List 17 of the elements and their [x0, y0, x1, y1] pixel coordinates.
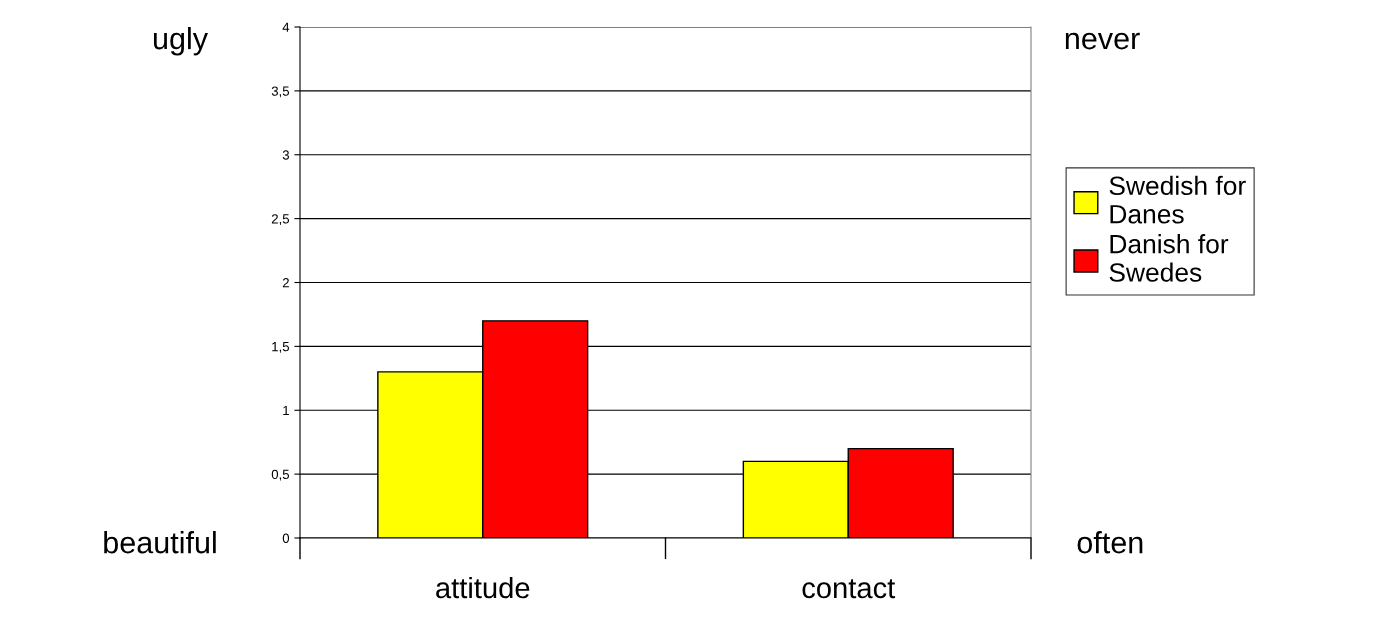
- x-tick-label: attitude: [436, 576, 530, 599]
- legend-label: Danish for Swedes: [1109, 234, 1229, 282]
- y-tick-label: 0,5: [271, 469, 290, 481]
- y-tick-label: 3,5: [271, 86, 290, 98]
- y-tick-label: 2,5: [271, 214, 290, 226]
- y-tick-label: 2: [282, 278, 289, 288]
- text: often: [1077, 531, 1143, 554]
- y-tick-label: 4: [282, 22, 290, 32]
- x-tick-label: contact: [802, 579, 896, 599]
- y-tick-label: 1: [283, 405, 289, 416]
- legend-label: Swedish for Danes: [1109, 175, 1246, 224]
- y-tick-label: 1,5: [272, 342, 290, 353]
- y-tick-label: 3: [282, 150, 289, 160]
- y-tick-label: 0: [282, 533, 290, 543]
- text: ugly: [153, 26, 208, 56]
- text: never: [1065, 32, 1140, 50]
- text: beautiful: [104, 531, 216, 554]
